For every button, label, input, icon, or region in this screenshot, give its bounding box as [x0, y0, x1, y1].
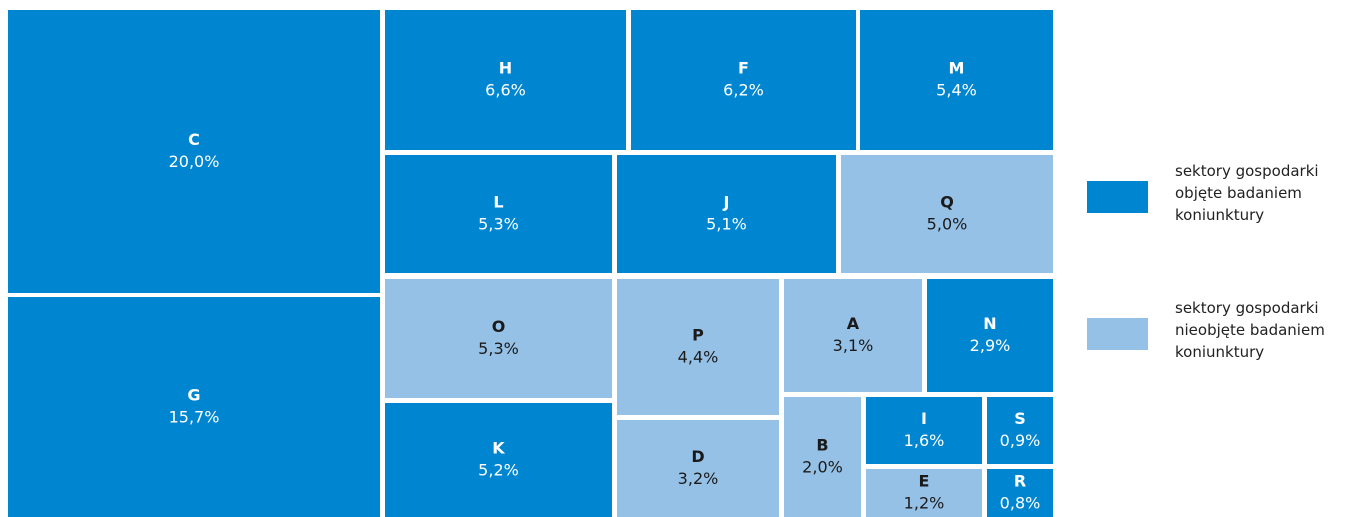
tile	[8, 10, 380, 293]
tile-value: 6,2%	[723, 81, 764, 100]
legend-item: sektory gospodarki nieobjęte badaniem ko…	[1087, 297, 1348, 367]
tile-value: 20,0%	[169, 152, 220, 171]
tile	[617, 420, 779, 517]
tile-value: 15,7%	[169, 408, 220, 427]
legend-label: sektory gospodarki objęte badaniem koniu…	[1175, 162, 1319, 224]
tile-value: 5,2%	[478, 461, 519, 480]
legend-swatch	[1087, 181, 1148, 213]
treemap: C 20,0% G 15,7% H 6,6% F 6,2% M 5,4% L 5,3% J 5,1% K 5,…	[8, 10, 1053, 517]
tile-name: R	[1014, 472, 1026, 491]
tile	[617, 279, 779, 415]
tile-value: 0,9%	[1000, 431, 1041, 450]
tile	[631, 10, 856, 150]
tile-name: E	[919, 472, 930, 491]
tile-name: O	[492, 317, 506, 336]
tile-value: 2,9%	[970, 336, 1011, 355]
tile-name: C	[188, 130, 200, 149]
tile	[784, 279, 922, 392]
tile-name: B	[816, 436, 828, 455]
tile-name: N	[983, 314, 996, 333]
tile-name: H	[499, 59, 512, 78]
tile	[385, 10, 626, 150]
tile-name: K	[492, 439, 505, 458]
legend-swatch	[1087, 318, 1148, 350]
tile	[617, 155, 836, 273]
tile-name: A	[847, 314, 860, 333]
tile-name: L	[493, 193, 503, 212]
tile-name: G	[187, 386, 200, 405]
tile-value: 1,2%	[904, 494, 945, 513]
tile-name: P	[692, 326, 704, 345]
tile-value: 0,8%	[1000, 494, 1041, 513]
tile	[927, 279, 1053, 392]
tile	[987, 397, 1053, 464]
tile-name: D	[691, 447, 704, 466]
tile-value: 5,4%	[936, 81, 977, 100]
tile	[866, 397, 982, 464]
tile-value: 5,3%	[478, 339, 519, 358]
legend-item: sektory gospodarki objęte badaniem koniu…	[1087, 160, 1348, 230]
tile	[866, 469, 982, 517]
tile-value: 2,0%	[802, 458, 843, 477]
tile	[385, 403, 612, 517]
tile	[860, 10, 1053, 150]
tile	[987, 469, 1053, 517]
tile-name: M	[949, 59, 965, 78]
tile-value: 1,6%	[904, 431, 945, 450]
tile-value: 3,1%	[833, 336, 874, 355]
tile-name: J	[723, 193, 730, 212]
tile-value: 4,4%	[678, 348, 719, 367]
tile-value: 6,6%	[485, 81, 526, 100]
tile-value: 5,3%	[478, 215, 519, 234]
tile-name: I	[921, 409, 927, 428]
tile	[841, 155, 1053, 273]
tile-value: 5,1%	[706, 215, 747, 234]
tile	[784, 397, 861, 517]
legend-label: sektory gospodarki nieobjęte badaniem ko…	[1175, 299, 1325, 361]
tile-value: 5,0%	[927, 215, 968, 234]
tile-name: S	[1014, 409, 1026, 428]
tile-name: F	[738, 59, 749, 78]
tile	[385, 155, 612, 273]
tile	[8, 297, 380, 517]
tile-value: 3,2%	[678, 469, 719, 488]
tile-name: Q	[940, 193, 954, 212]
tile	[385, 279, 612, 398]
